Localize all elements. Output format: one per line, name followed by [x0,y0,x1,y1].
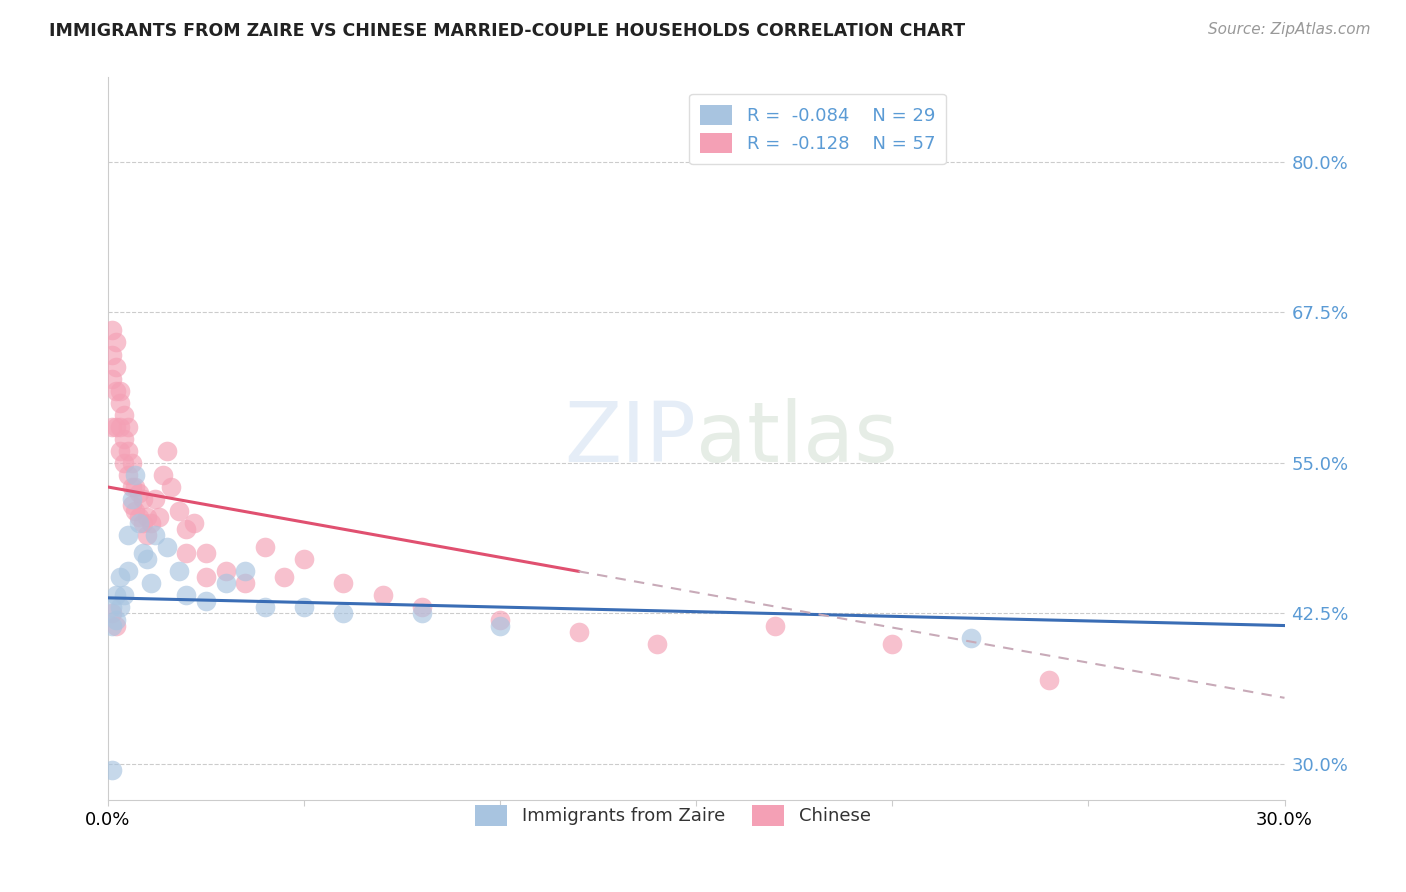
Point [101,323,124,337]
Point [332,607,354,621]
Point [128,510,150,524]
Point [233,576,256,591]
Point [112,432,135,446]
Point [233,565,256,579]
Point [176,589,198,603]
Point [489,613,512,627]
Point [273,570,295,584]
Point [101,347,124,361]
Point [101,618,124,632]
Point [117,419,139,434]
Point [214,576,236,591]
Point [292,600,315,615]
Point [121,498,143,512]
Point [117,528,139,542]
Point [121,456,143,470]
Point [108,384,131,398]
Point [104,359,127,374]
Point [183,516,205,530]
Point [1038,673,1060,687]
Point [332,576,354,591]
Point [195,546,218,560]
Point [104,618,127,632]
Point [136,552,159,566]
Point [108,395,131,409]
Point [159,480,181,494]
Text: ZIP: ZIP [564,399,696,479]
Point [152,467,174,482]
Point [195,570,218,584]
Point [101,763,124,777]
Point [139,576,162,591]
Point [132,546,155,560]
Point [763,618,786,632]
Point [136,510,159,524]
Point [101,607,124,621]
Point [124,480,146,494]
Point [371,589,394,603]
Point [292,552,315,566]
Point [156,541,179,555]
Point [101,371,124,385]
Point [489,618,512,632]
Point [156,443,179,458]
Point [959,631,981,645]
Point [139,516,162,530]
Point [167,565,190,579]
Text: atlas: atlas [696,399,898,479]
Point [176,522,198,536]
Point [117,443,139,458]
Point [112,408,135,422]
Point [101,419,124,434]
Point [108,443,131,458]
Point [132,491,155,506]
Point [411,607,433,621]
Point [104,613,127,627]
Point [253,541,276,555]
Point [143,491,166,506]
Text: Source: ZipAtlas.com: Source: ZipAtlas.com [1208,22,1371,37]
Point [121,480,143,494]
Point [882,637,904,651]
Point [176,546,198,560]
Point [104,589,127,603]
Point [128,516,150,530]
Point [112,589,135,603]
Point [117,467,139,482]
Point [128,486,150,500]
Point [214,565,236,579]
Point [136,528,159,542]
Point [104,419,127,434]
Point [108,600,131,615]
Point [167,504,190,518]
Point [121,491,143,506]
Point [104,384,127,398]
Point [108,419,131,434]
Point [132,516,155,530]
Point [124,504,146,518]
Point [104,335,127,350]
Point [411,600,433,615]
Point [568,624,591,639]
Point [108,570,131,584]
Point [195,594,218,608]
Text: IMMIGRANTS FROM ZAIRE VS CHINESE MARRIED-COUPLE HOUSEHOLDS CORRELATION CHART: IMMIGRANTS FROM ZAIRE VS CHINESE MARRIED… [49,22,966,40]
Point [117,565,139,579]
Point [112,456,135,470]
Legend: Immigrants from Zaire, Chinese: Immigrants from Zaire, Chinese [465,796,880,835]
Point [101,600,124,615]
Point [143,528,166,542]
Point [253,600,276,615]
Point [645,637,668,651]
Point [124,467,146,482]
Point [148,510,170,524]
